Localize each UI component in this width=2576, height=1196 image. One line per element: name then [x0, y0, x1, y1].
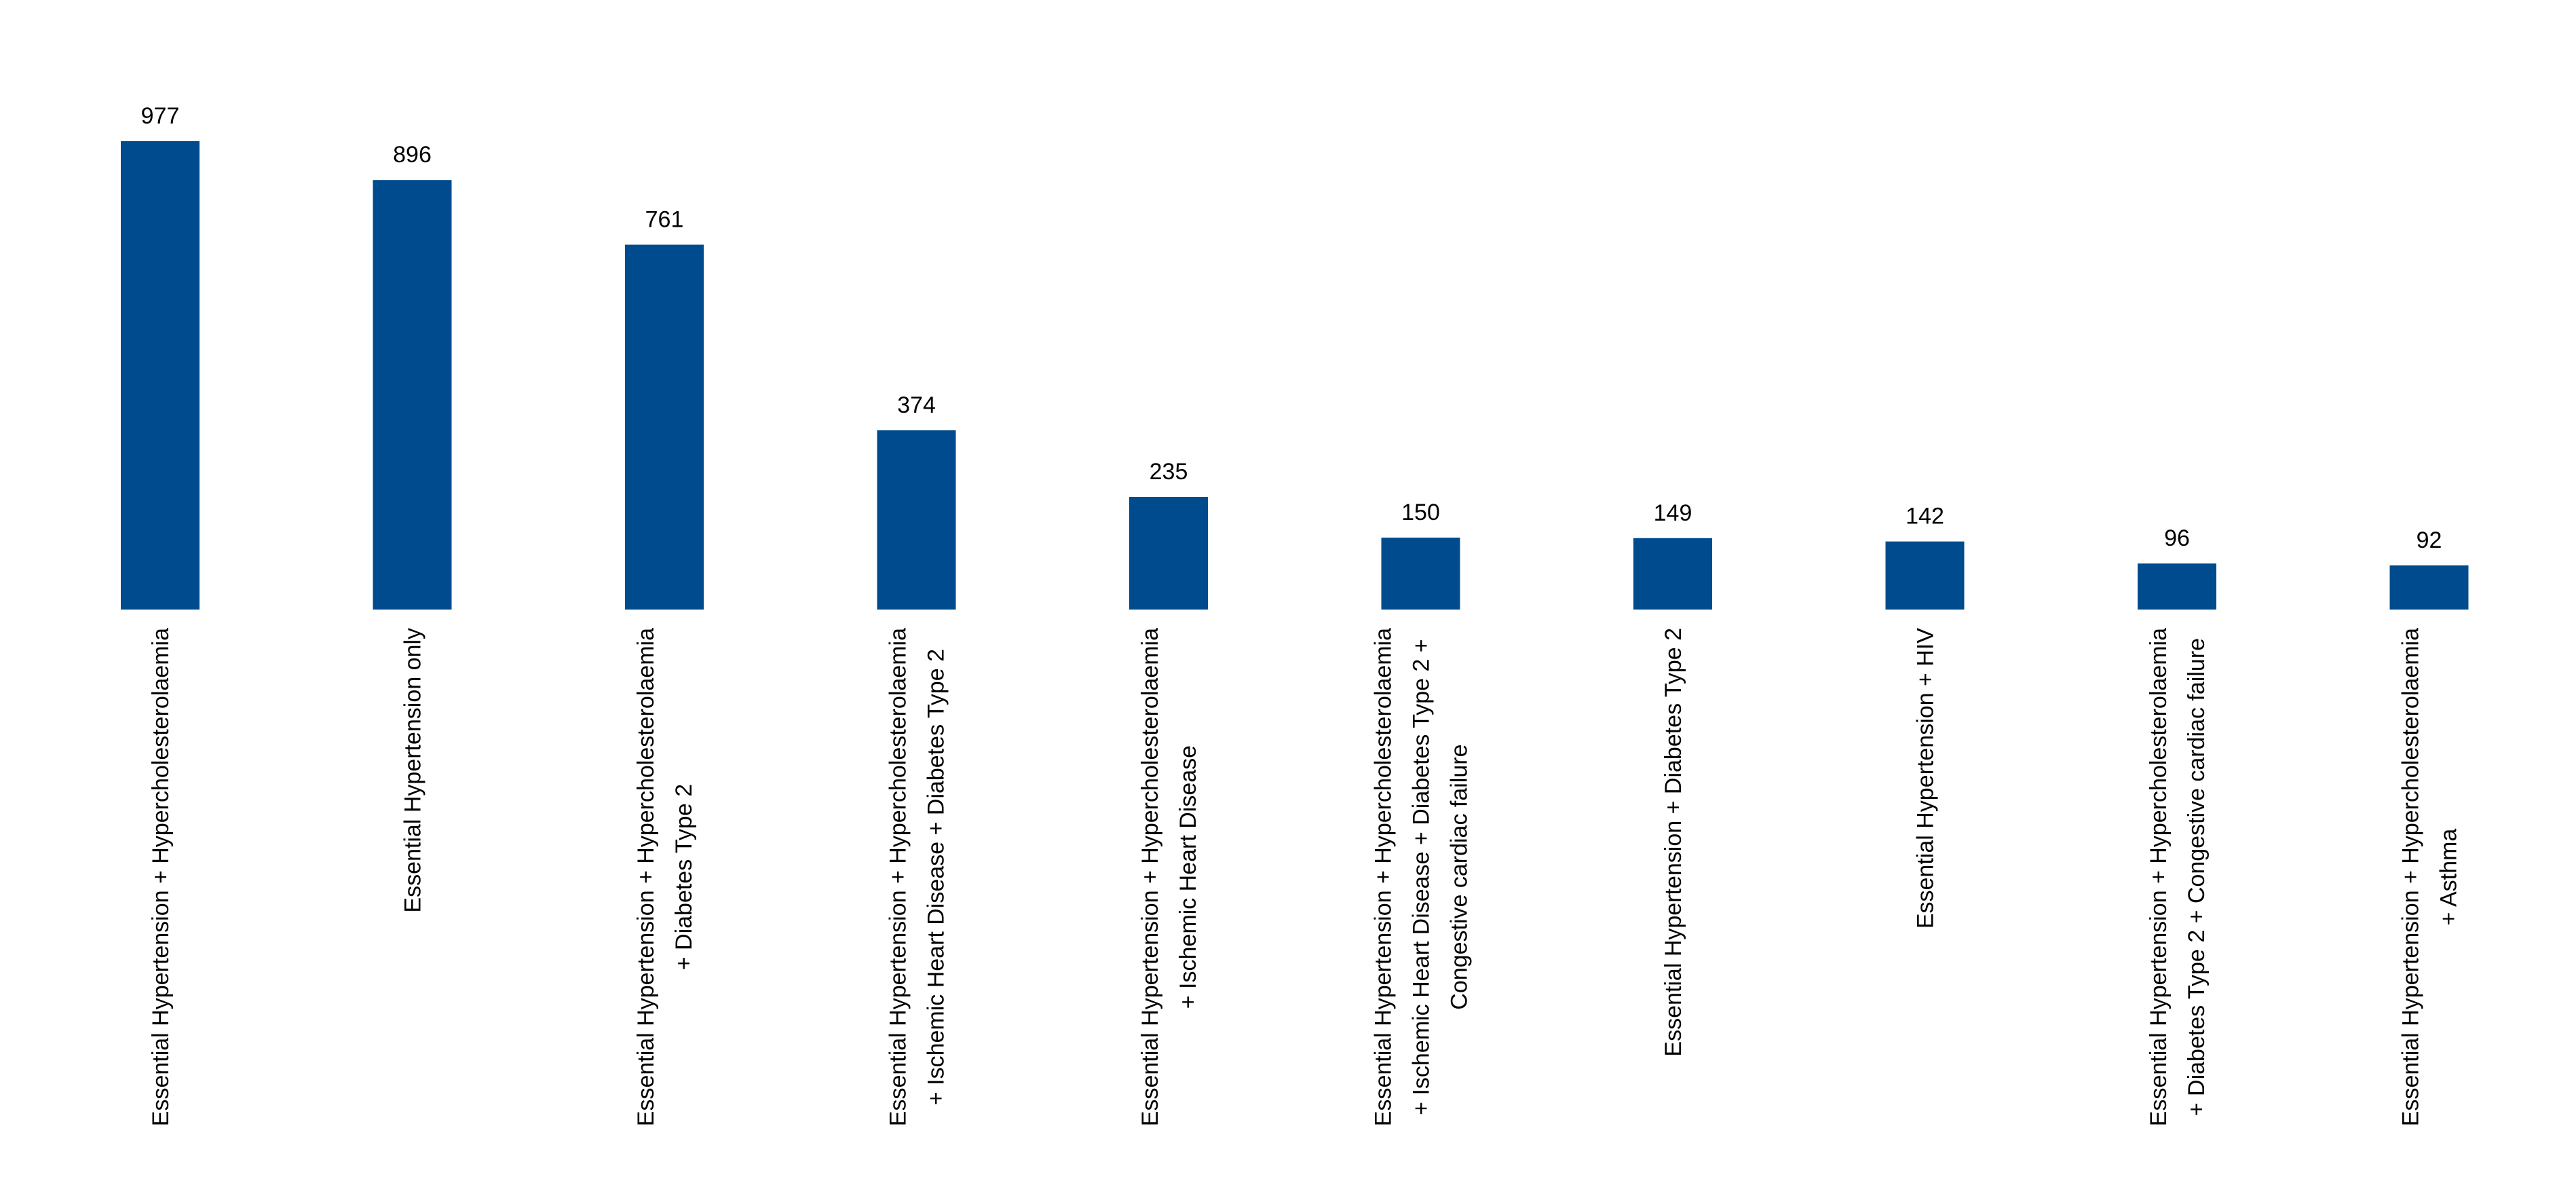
bar-10: [2389, 565, 2469, 610]
category-label-4: Essential Hypertension + Hypercholestero…: [886, 628, 949, 1126]
bar-5: [1129, 497, 1208, 610]
category-label-2: Essential Hypertension only: [400, 628, 426, 913]
data-label-6: 150: [1401, 500, 1440, 525]
bars-group: [121, 141, 2469, 610]
category-label-line: + Ischemic Heart Disease + Diabetes Type…: [924, 649, 949, 1105]
category-label-3: Essential Hypertension + Hypercholestero…: [633, 628, 697, 1126]
category-label-line: Essential Hypertension + Hypercholestero…: [2146, 628, 2172, 1126]
value-labels-group: 977 896 761 374 235 150 149 142 96 92: [141, 103, 2442, 553]
category-label-5: Essential Hypertension + Hypercholestero…: [1137, 628, 1201, 1126]
category-label-line: Essential Hypertension + Hypercholestero…: [148, 628, 174, 1126]
category-label-line: Essential Hypertension + Hypercholestero…: [2398, 628, 2424, 1126]
bar-3: [625, 244, 704, 610]
data-label-4: 374: [897, 392, 936, 418]
category-label-line: Essential Hypertension + Hypercholestero…: [1371, 628, 1397, 1126]
data-label-8: 142: [1906, 504, 1944, 529]
category-label-line: Essential Hypertension + Hypercholestero…: [886, 628, 911, 1126]
category-label-1: Essential Hypertension + Hypercholestero…: [148, 628, 174, 1126]
category-label-line: Essential Hypertension + HIV: [1913, 628, 1939, 929]
category-label-line: + Asthma: [2436, 829, 2462, 926]
bar-9: [2138, 563, 2216, 610]
category-label-7: Essential Hypertension + Diabetes Type 2: [1661, 628, 1686, 1057]
data-label-9: 96: [2164, 525, 2190, 551]
category-labels-group: Essential Hypertension + Hypercholestero…: [148, 628, 2462, 1127]
category-label-10: Essential Hypertension + Hypercholestero…: [2398, 628, 2462, 1126]
data-label-1: 977: [141, 103, 180, 129]
category-label-6: Essential Hypertension + Hypercholestero…: [1371, 628, 1473, 1126]
bar-4: [877, 430, 956, 610]
category-label-line: Congestive cardiac failure: [1447, 744, 1473, 1009]
category-label-line: Essential Hypertension only: [400, 628, 426, 913]
data-label-10: 92: [2417, 527, 2442, 553]
category-label-line: + Ischemic Heart Disease + Diabetes Type…: [1409, 639, 1435, 1115]
bar-6: [1381, 538, 1460, 610]
category-label-line: + Ischemic Heart Disease: [1175, 745, 1201, 1009]
category-label-line: + Diabetes Type 2 + Congestive cardiac f…: [2184, 638, 2210, 1116]
category-label-line: Essential Hypertension + Hypercholestero…: [633, 628, 659, 1126]
category-label-line: Essential Hypertension + Diabetes Type 2: [1661, 628, 1686, 1057]
data-label-5: 235: [1150, 459, 1188, 485]
bar-7: [1633, 538, 1712, 610]
data-label-3: 761: [645, 207, 684, 233]
bar-2: [373, 180, 452, 610]
bar-8: [1885, 541, 1965, 610]
category-label-9: Essential Hypertension + Hypercholestero…: [2146, 628, 2210, 1126]
bar-1: [121, 141, 200, 610]
data-label-2: 896: [393, 142, 432, 168]
category-label-line: + Diabetes Type 2: [671, 784, 697, 970]
category-label-line: Essential Hypertension + Hypercholestero…: [1137, 628, 1163, 1126]
category-label-8: Essential Hypertension + HIV: [1913, 628, 1939, 929]
data-label-7: 149: [1654, 500, 1692, 526]
